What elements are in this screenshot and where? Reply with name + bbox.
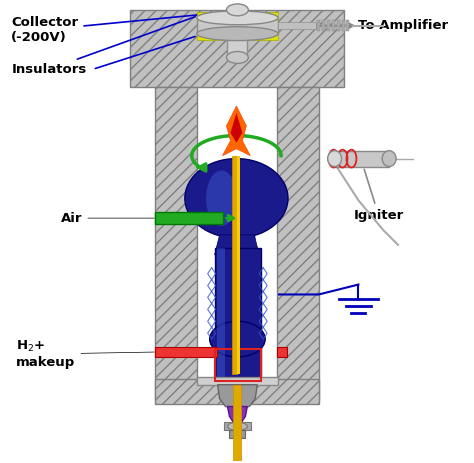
Bar xyxy=(342,20,345,31)
Bar xyxy=(335,150,389,167)
Text: Insulators: Insulators xyxy=(11,17,195,76)
Bar xyxy=(215,248,261,377)
Bar xyxy=(155,347,217,357)
Bar xyxy=(217,248,225,377)
Polygon shape xyxy=(215,235,259,255)
Bar xyxy=(322,20,325,31)
Text: H$_2$+
makeup: H$_2$+ makeup xyxy=(16,339,155,369)
Bar xyxy=(219,235,254,255)
Bar xyxy=(130,10,344,87)
Ellipse shape xyxy=(197,11,278,25)
Text: Air: Air xyxy=(61,212,155,225)
Ellipse shape xyxy=(328,150,342,167)
Bar xyxy=(233,385,241,461)
Ellipse shape xyxy=(228,422,247,430)
Text: Collector
(-200V): Collector (-200V) xyxy=(11,14,206,44)
Ellipse shape xyxy=(227,51,248,63)
Polygon shape xyxy=(222,106,250,156)
Bar xyxy=(232,156,237,374)
Bar xyxy=(277,87,319,400)
Bar xyxy=(237,156,240,374)
Ellipse shape xyxy=(382,150,396,167)
Bar xyxy=(229,430,246,438)
Bar xyxy=(228,10,247,57)
Text: To Amplifier: To Amplifier xyxy=(358,19,448,32)
Ellipse shape xyxy=(206,170,237,226)
Bar xyxy=(155,379,319,404)
Bar xyxy=(215,349,261,381)
Bar xyxy=(337,20,339,31)
Bar xyxy=(197,12,278,20)
Bar xyxy=(197,377,278,385)
Bar xyxy=(197,18,278,34)
Bar xyxy=(155,87,197,400)
Polygon shape xyxy=(230,113,242,143)
Bar xyxy=(224,422,251,430)
Bar xyxy=(155,212,222,224)
Bar xyxy=(327,20,329,31)
Bar xyxy=(278,22,316,29)
Ellipse shape xyxy=(197,27,278,41)
Bar xyxy=(346,20,349,31)
Bar xyxy=(317,20,320,31)
Bar xyxy=(277,347,287,357)
Ellipse shape xyxy=(227,4,248,16)
Ellipse shape xyxy=(185,159,288,238)
Bar xyxy=(332,20,335,31)
Polygon shape xyxy=(218,385,257,408)
Text: Igniter: Igniter xyxy=(354,169,404,222)
Ellipse shape xyxy=(210,321,265,357)
Polygon shape xyxy=(228,407,247,425)
Bar xyxy=(197,31,278,40)
